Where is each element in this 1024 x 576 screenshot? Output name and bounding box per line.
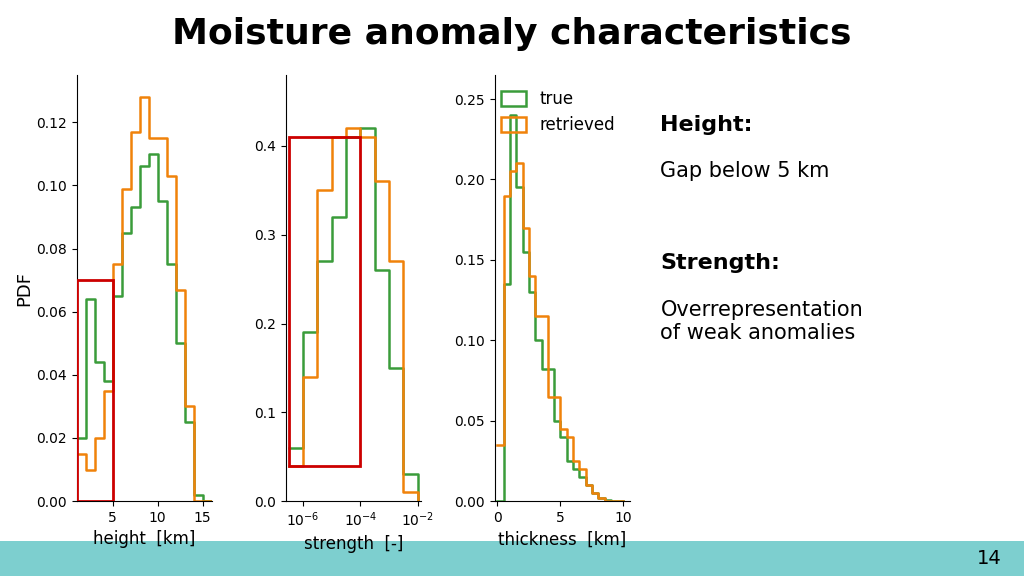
Bar <box>289 137 360 465</box>
Text: Overrepresentation
of weak anomalies: Overrepresentation of weak anomalies <box>660 300 863 343</box>
Text: Moisture anomaly characteristics: Moisture anomaly characteristics <box>172 17 852 51</box>
Bar <box>77 280 113 501</box>
X-axis label: strength  [-]: strength [-] <box>303 535 403 553</box>
Text: Height:: Height: <box>660 115 753 135</box>
Y-axis label: PDF: PDF <box>15 271 34 305</box>
Text: 14: 14 <box>977 550 1001 568</box>
Text: Strength:: Strength: <box>660 253 780 274</box>
X-axis label: thickness  [km]: thickness [km] <box>499 530 627 548</box>
X-axis label: height  [km]: height [km] <box>93 530 196 548</box>
Text: Gap below 5 km: Gap below 5 km <box>660 161 829 181</box>
Legend: true, retrieved: true, retrieved <box>495 83 622 141</box>
